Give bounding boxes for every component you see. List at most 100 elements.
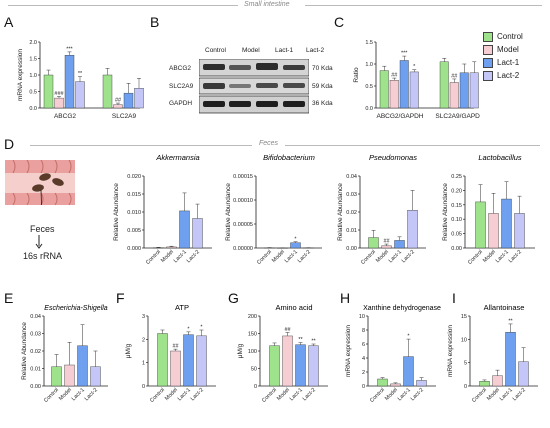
bar — [416, 380, 427, 387]
significance-label: *** — [66, 46, 73, 52]
y-tick-label: 0.00005 — [233, 222, 253, 228]
x-tick-label: Lact-1 — [495, 249, 510, 264]
y-tick-label: 0.05 — [451, 232, 462, 238]
y-tick-label: 0.5 — [365, 84, 373, 90]
bar — [64, 55, 75, 109]
bar — [153, 247, 164, 249]
chart-h-xanthine-dehydrogenase: Xanthine dehydrogenase 0 2 4 6 8 10 mRNA expres… — [345, 305, 441, 404]
x-tick-label: Control — [43, 387, 60, 404]
x-tick-label: Model — [271, 249, 286, 264]
bar — [390, 383, 401, 387]
y-tick-label: 2 — [362, 370, 365, 376]
panel-letter-f: F — [116, 290, 125, 306]
bar — [488, 213, 499, 249]
x-tick-label: Model — [486, 387, 501, 402]
bar — [469, 72, 479, 109]
bar — [377, 378, 388, 387]
x-tick-label: Lact-2 — [84, 387, 99, 402]
chart-title: Akkermansia — [155, 153, 199, 162]
chart-title: Escherichia-Shigella — [44, 305, 108, 312]
blot-size-label: 70 Kda — [312, 65, 333, 72]
intestine-diagram: Feces 16s rRNA — [5, 160, 105, 270]
bar — [157, 333, 168, 387]
x-group-label: ABCG2 — [54, 113, 76, 120]
x-tick-label: Control — [471, 387, 488, 404]
bar — [43, 74, 54, 109]
bar — [183, 334, 194, 387]
chart-title: Xanthine dehydrogenase — [363, 305, 441, 312]
x-tick-label: Lact-2 — [508, 249, 523, 264]
significance-label: * — [200, 325, 203, 331]
bar — [123, 92, 134, 109]
x-tick-label: Control — [149, 387, 166, 404]
significance-label: ## — [383, 239, 390, 245]
y-tick-label: 0.04 — [30, 314, 41, 320]
x-tick-label: Control — [256, 249, 273, 266]
chart-d-bifidobacterium: Bifidobacterium 0.00000 0.00005 0.00010 0.00… — [225, 153, 322, 266]
x-tick-label: Model — [276, 387, 291, 402]
y-tick-label: 1.5 — [29, 57, 37, 63]
bar — [269, 345, 280, 387]
bar — [394, 240, 405, 249]
bar — [102, 74, 113, 109]
bar — [379, 70, 389, 109]
y-tick-label: 150 — [248, 332, 257, 338]
y-axis-label: Relative Abundance — [113, 183, 120, 241]
panel-letter-i: I — [452, 290, 456, 306]
x-tick-label: Model — [160, 249, 175, 264]
y-tick-label: 0.00 — [451, 246, 462, 252]
bar — [192, 218, 203, 249]
bar — [479, 381, 490, 387]
significance-label: ## — [284, 327, 291, 333]
y-tick-label: 0 — [142, 384, 145, 390]
y-tick-label: 0 — [464, 384, 467, 390]
significance-label: ### — [54, 91, 64, 97]
bar — [290, 242, 301, 249]
y-tick-label: 1.0 — [365, 62, 373, 68]
bar — [54, 97, 64, 109]
section-title-feces: Feces — [259, 140, 279, 147]
intestine-icon — [5, 160, 75, 205]
panel-letter-h: H — [340, 290, 351, 306]
significance-label: *** — [401, 51, 408, 57]
bar — [389, 80, 399, 109]
bar — [51, 366, 62, 387]
blot-lane-label: Lact-1 — [275, 47, 294, 54]
y-tick-label: 0.010 — [127, 210, 141, 216]
x-tick-label: Lact-2 — [186, 249, 201, 264]
y-tick-label: 15 — [461, 314, 467, 320]
chart-title: Lactobacillus — [478, 153, 522, 162]
y-axis-label: Ratio — [353, 67, 360, 83]
x-tick-label: Control — [145, 249, 162, 266]
section-divider — [30, 145, 252, 146]
y-tick-label: 0 — [254, 384, 257, 390]
y-tick-label: 0.0 — [365, 106, 373, 112]
y-tick-label: 0.0 — [29, 106, 37, 112]
section-divider — [285, 145, 540, 146]
x-tick-label: Control — [261, 387, 278, 404]
y-axis-label: mRNA expression — [17, 49, 24, 101]
legend-label: Lact-2 — [497, 71, 520, 80]
x-group-label: ABCG2/GAPDH — [377, 113, 424, 120]
x-tick-label: Lact-1 — [173, 249, 188, 264]
y-tick-label: 6 — [362, 342, 365, 348]
significance-label: * — [294, 236, 297, 242]
y-axis-label: Relative Abundance — [337, 183, 344, 241]
rrna-label: 16s rRNA — [23, 251, 63, 261]
x-tick-label: Lact-1 — [499, 387, 514, 402]
y-tick-label: 0.02 — [346, 210, 357, 216]
significance-label: ** — [311, 339, 316, 345]
x-tick-label: Lact-1 — [177, 387, 192, 402]
chart-title: Allantoinase — [484, 303, 525, 312]
y-tick-label: 8 — [362, 328, 365, 334]
bar — [170, 350, 181, 387]
chart-title: ATP — [175, 303, 189, 312]
feces-label: Feces — [30, 224, 55, 234]
x-tick-label: Lact-2 — [401, 249, 416, 264]
bar — [501, 198, 512, 249]
bar — [492, 375, 503, 387]
legend-item: Lact-1 — [483, 56, 523, 69]
x-tick-label: Lact-2 — [190, 387, 205, 402]
x-tick-label: Lact-2 — [512, 387, 527, 402]
y-tick-label: 200 — [248, 314, 257, 320]
